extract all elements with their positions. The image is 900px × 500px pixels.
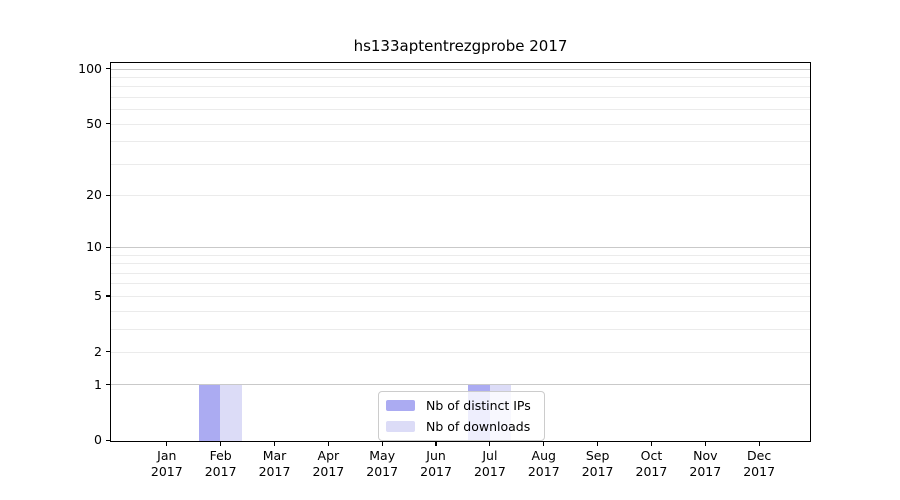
gridline-major-10 <box>111 247 810 249</box>
gridline-minor-4 <box>111 310 810 312</box>
x-tick-7 <box>489 441 491 446</box>
plot-area: Nb of distinct IPs Nb of downloads <box>110 62 811 442</box>
x-tick-label-oct: Oct 2017 <box>635 448 668 479</box>
y-tick-5 <box>105 295 110 297</box>
x-tick-11 <box>704 441 706 446</box>
x-tick-label-nov: Nov 2017 <box>689 448 722 479</box>
x-tick-10 <box>650 441 653 446</box>
y-tick-label-10: 10 <box>86 239 102 255</box>
chart-title: hs133aptentrezgprobe 2017 <box>353 37 568 55</box>
gridline-minor-60 <box>111 109 810 111</box>
x-tick-9 <box>597 441 599 446</box>
gridline-minor-5 <box>111 295 810 297</box>
gridline-minor-40 <box>111 141 810 143</box>
legend-item-downloads: Nb of downloads <box>386 419 531 434</box>
gridline-minor-90 <box>111 76 810 78</box>
y-tick-20 <box>105 194 110 196</box>
gridline-minor-70 <box>111 96 810 98</box>
y-tick-label-1: 1 <box>94 376 102 392</box>
gridline-minor-30 <box>111 163 810 165</box>
gridline-major-100 <box>111 68 810 70</box>
x-tick-label-sep: Sep 2017 <box>581 448 614 479</box>
gridline-minor-50 <box>111 123 810 125</box>
gridline-minor-6 <box>111 283 810 285</box>
x-tick-label-jul: Jul 2017 <box>473 448 506 479</box>
x-tick-5 <box>381 441 383 446</box>
x-tick-label-may: May 2017 <box>366 448 399 479</box>
y-tick-0 <box>105 439 110 441</box>
legend-swatch-distinct-ips-icon <box>386 400 415 411</box>
y-tick-label-5: 5 <box>94 288 102 304</box>
y-tick-1 <box>105 383 110 386</box>
x-tick-label-jan: Jan 2017 <box>150 448 183 479</box>
legend-label-distinct-ips: Nb of distinct IPs <box>426 398 531 413</box>
x-tick-label-feb: Feb 2017 <box>204 448 237 479</box>
gridline-minor-20 <box>111 195 810 197</box>
x-tick-6 <box>435 441 437 446</box>
x-tick-label-jun: Jun 2017 <box>420 448 452 479</box>
x-tick-4 <box>327 441 329 446</box>
bar-nb-of-distinct-ips-feb-2017 <box>198 384 221 441</box>
x-tick-label-apr: Apr 2017 <box>312 448 345 479</box>
legend-item-distinct-ips: Nb of distinct IPs <box>386 398 531 413</box>
x-tick-1 <box>166 441 168 446</box>
y-tick-label-20: 20 <box>86 187 102 203</box>
y-tick-100 <box>105 68 110 70</box>
gridline-minor-9 <box>111 254 810 256</box>
y-tick-label-0: 0 <box>94 432 102 448</box>
bar-nb-of-downloads-feb-2017 <box>220 384 242 441</box>
x-tick-2 <box>220 441 222 446</box>
y-tick-label-50: 50 <box>86 115 102 131</box>
gridline-minor-80 <box>111 86 810 88</box>
legend: Nb of distinct IPs Nb of downloads <box>378 391 545 441</box>
legend-label-downloads: Nb of downloads <box>426 419 531 434</box>
gridline-major-1 <box>111 384 810 386</box>
x-tick-label-aug: Aug 2017 <box>527 448 560 479</box>
x-tick-3 <box>273 441 276 446</box>
x-tick-label-mar: Mar 2017 <box>258 448 291 479</box>
y-tick-10 <box>105 246 110 248</box>
gridline-minor-7 <box>111 272 810 274</box>
x-tick-12 <box>758 441 760 446</box>
x-tick-label-dec: Dec 2017 <box>743 448 776 479</box>
gridline-minor-8 <box>111 263 810 265</box>
y-tick-label-2: 2 <box>94 343 102 359</box>
y-tick-50 <box>105 123 110 125</box>
gridline-minor-2 <box>111 351 810 353</box>
legend-swatch-downloads-icon <box>386 421 415 432</box>
y-tick-label-100: 100 <box>78 60 102 76</box>
x-tick-8 <box>543 441 545 446</box>
y-tick-2 <box>105 351 110 353</box>
gridline-minor-3 <box>111 328 810 330</box>
